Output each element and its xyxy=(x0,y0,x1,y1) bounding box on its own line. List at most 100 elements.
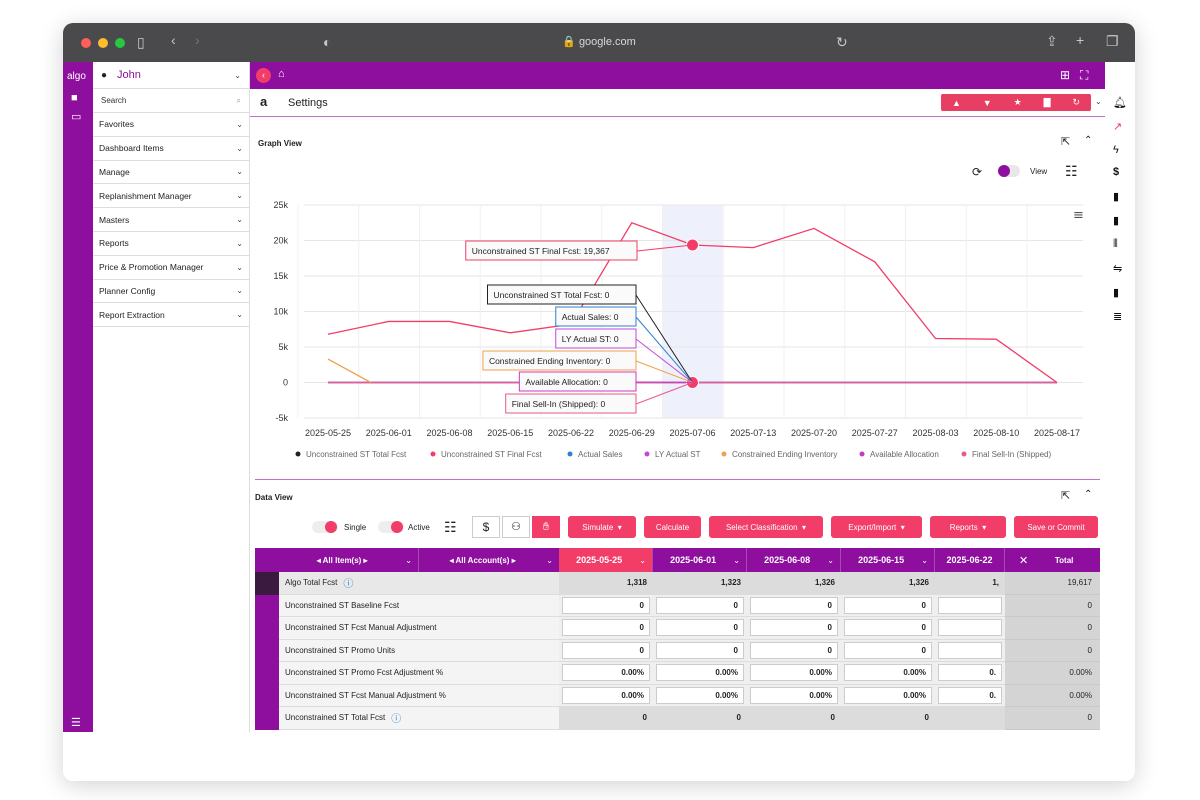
sync-icon[interactable]: ⟳ xyxy=(972,165,983,179)
table-cell[interactable] xyxy=(935,639,1005,662)
reload-icon[interactable]: ↻ xyxy=(836,34,848,50)
table-cell[interactable]: 0.00% xyxy=(559,662,653,685)
collapse-sidebar-button[interactable]: ‹ xyxy=(256,68,271,83)
chevron-down-icon[interactable]: ⌄ xyxy=(1095,97,1102,106)
shield-icon[interactable]: ◐ xyxy=(323,34,332,50)
user-menu[interactable]: ● John ⌄ xyxy=(93,62,249,89)
value-input[interactable]: 0 xyxy=(750,641,838,659)
trend-icon[interactable]: ↗ xyxy=(1113,121,1123,133)
calculate-button[interactable]: Calculate xyxy=(644,516,701,538)
table-cell[interactable]: 0.00% xyxy=(747,662,841,685)
table-cell[interactable] xyxy=(935,594,1005,617)
date-column-header[interactable]: 2025-06-22 xyxy=(935,548,1005,572)
info-icon[interactable]: ⓘ xyxy=(391,714,402,726)
table-cell[interactable]: 0 xyxy=(841,594,935,617)
sidebar-item[interactable]: Replanishment Manager ⌄ xyxy=(93,184,249,209)
collapse-up-icon[interactable]: ⌃ xyxy=(1084,489,1093,500)
chart-menu-icon[interactable]: ≡ xyxy=(1073,208,1084,223)
sidebar-item[interactable]: Favorites ⌄ xyxy=(93,113,249,137)
sidebar-item[interactable]: Report Extraction ⌄ xyxy=(93,303,249,328)
table-cell[interactable]: 0 xyxy=(653,639,747,662)
bolt-icon[interactable]: ϟ xyxy=(1113,144,1119,156)
single-toggle[interactable] xyxy=(312,521,338,533)
value-input[interactable]: 0 xyxy=(656,596,744,614)
value-input[interactable] xyxy=(938,619,1002,637)
table-cell[interactable]: 0 xyxy=(747,594,841,617)
value-input[interactable]: 0 xyxy=(656,619,744,637)
export-import-button[interactable]: Export/Import ▾ xyxy=(831,516,922,538)
table-cell[interactable]: 0 xyxy=(841,617,935,640)
value-input[interactable]: 0.00% xyxy=(844,664,932,682)
table-cell[interactable]: 0 xyxy=(559,594,653,617)
date-column-header[interactable]: 2025-06-15 ⌄ xyxy=(841,548,935,572)
select-classification-button[interactable]: Select Classification ▾ xyxy=(709,516,823,538)
thumbs-down-icon[interactable]: ▼ xyxy=(982,97,992,108)
value-input[interactable]: 0.00% xyxy=(844,686,932,704)
table-cell[interactable]: 0.00% xyxy=(653,684,747,707)
table-cell[interactable]: 0 xyxy=(559,617,653,640)
people-icon[interactable]: ⚇ xyxy=(502,516,530,538)
file-info-icon[interactable]: ▮ xyxy=(1113,287,1120,299)
trash-icon[interactable]: ▇ xyxy=(1043,97,1051,107)
sidebar-item[interactable]: Dashboard Items ⌄ xyxy=(93,137,249,161)
tabs-overview-icon[interactable]: ❐ xyxy=(1106,33,1119,49)
close-window-button[interactable] xyxy=(81,38,91,48)
accounts-filter[interactable]: ◂ All Account(s) ▸ ⌄ xyxy=(419,548,559,572)
expand-icon[interactable]: ⇱ xyxy=(1061,136,1071,148)
table-cell[interactable]: 0. xyxy=(935,684,1005,707)
table-cell[interactable]: 0 xyxy=(747,639,841,662)
fullscreen-icon[interactable]: ⛶ xyxy=(1080,68,1089,82)
value-input[interactable]: 0 xyxy=(844,641,932,659)
date-column-header[interactable]: 2025-05-25 ⌄ xyxy=(559,548,653,572)
sidebar-item[interactable]: Masters ⌄ xyxy=(93,208,249,232)
settings-sliders-icon[interactable]: ☰ xyxy=(71,717,81,729)
dollar-icon[interactable]: $ xyxy=(472,516,500,538)
value-input[interactable] xyxy=(938,641,1002,659)
value-input[interactable]: 0.00% xyxy=(562,686,650,704)
dollar-icon[interactable]: $ xyxy=(1113,166,1120,178)
reports-button[interactable]: Reports ▾ xyxy=(930,516,1006,538)
value-input[interactable]: 0 xyxy=(844,619,932,637)
home-icon[interactable]: ⌂ xyxy=(278,68,285,80)
sidebar-item[interactable]: Price & Promotion Manager ⌄ xyxy=(93,256,249,280)
value-input[interactable] xyxy=(938,596,1002,614)
date-column-header[interactable]: 2025-06-08 ⌄ xyxy=(747,548,841,572)
date-column-header[interactable]: 2025-06-01 ⌄ xyxy=(653,548,747,572)
list-add-icon[interactable]: ≣ xyxy=(1113,311,1123,323)
value-input[interactable]: 0.00% xyxy=(656,686,744,704)
bell-icon[interactable]: 🔔︎ xyxy=(1113,97,1127,109)
table-cell[interactable] xyxy=(935,617,1005,640)
value-input[interactable]: 0.00% xyxy=(562,664,650,682)
hand-icon[interactable]: ✋︎ xyxy=(532,516,560,538)
value-input[interactable]: 0 xyxy=(750,596,838,614)
table-cell[interactable]: 0.00% xyxy=(653,662,747,685)
document-check-icon[interactable]: ▮ xyxy=(1113,215,1120,227)
minimize-window-button[interactable] xyxy=(98,38,108,48)
view-toggle[interactable] xyxy=(998,165,1020,177)
value-input[interactable]: 0 xyxy=(656,641,744,659)
value-input[interactable]: 0. xyxy=(938,664,1002,682)
active-toggle[interactable] xyxy=(378,521,404,533)
fit-icon[interactable]: ⊞ xyxy=(1060,68,1071,82)
table-cell[interactable]: 0.00% xyxy=(841,662,935,685)
sidebar-search[interactable]: Search ⌕ xyxy=(93,89,249,113)
filter-sliders-icon[interactable]: ☷ xyxy=(1065,163,1078,179)
table-cell[interactable]: 0 xyxy=(747,617,841,640)
expand-icon[interactable]: ⇱ xyxy=(1061,490,1071,502)
save-commit-button[interactable]: Save or Commit xyxy=(1014,516,1098,538)
compare-icon[interactable]: ⇋ xyxy=(1113,263,1123,275)
value-input[interactable]: 0 xyxy=(844,596,932,614)
table-cell[interactable]: 0 xyxy=(559,639,653,662)
collapse-up-icon[interactable]: ⌃ xyxy=(1084,135,1093,146)
thumbs-up-icon[interactable]: ▲ xyxy=(951,97,961,108)
maximize-window-button[interactable] xyxy=(115,38,125,48)
waveform-icon[interactable]: ⦀ xyxy=(1113,238,1118,250)
value-input[interactable]: 0.00% xyxy=(656,664,744,682)
value-input[interactable]: 0. xyxy=(938,686,1002,704)
refresh-icon[interactable]: ↻ xyxy=(1072,97,1081,107)
star-icon[interactable]: ★ xyxy=(1013,97,1022,107)
simulate-button[interactable]: Simulate ▾ xyxy=(568,516,636,538)
table-cell[interactable]: 0 xyxy=(841,639,935,662)
info-icon[interactable]: ⓘ xyxy=(343,579,354,591)
address-bar[interactable]: 🔒 google.com xyxy=(562,36,636,48)
